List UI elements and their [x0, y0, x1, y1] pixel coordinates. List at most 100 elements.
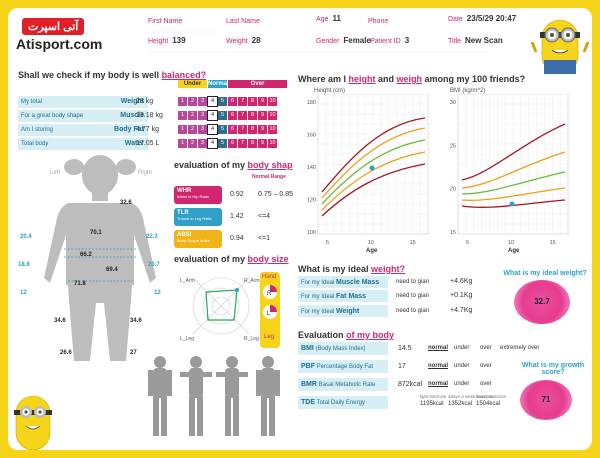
leg-label: Leg	[264, 334, 275, 340]
bmi-chart-ytick: 30	[450, 100, 456, 106]
body-right-arm-value: 22.3	[146, 234, 158, 240]
balance-row-3: Total body Water	[18, 138, 148, 150]
scale-cell: 4	[207, 124, 218, 135]
balance-row-metric: Weight	[120, 98, 144, 105]
scale-cell: 5	[218, 125, 227, 134]
date-value: 23/5/29 20:47	[466, 14, 517, 23]
scale-cell: 3	[198, 125, 207, 134]
body-measure-lines	[64, 248, 136, 282]
balance-row-metric: Muscle	[120, 112, 144, 119]
body-silhouette-icon	[44, 155, 156, 361]
eval-status-s1: normal	[428, 363, 449, 369]
body-shape-title: evaluation of my body shap	[174, 160, 293, 170]
patient-id-value: 3	[404, 36, 410, 45]
age-label: Age	[316, 16, 329, 23]
height-chart-percentile-line	[321, 163, 426, 217]
date-label: Date	[448, 16, 463, 23]
ratio-code: TLR	[177, 210, 189, 216]
body-hip-value: 71.8	[74, 281, 86, 287]
balance-row-label: For a great body shape	[21, 113, 84, 119]
bmi-chart-percentile-line	[461, 171, 566, 195]
height-chart-xlabel: Age	[366, 248, 378, 254]
eval-row-1: PBF Percentage Body Fat	[298, 360, 388, 373]
scale-cell: 1	[178, 125, 187, 134]
scale-cell: 7	[238, 111, 247, 120]
balance-scale: 1 2 3 4 5 6 7 8 9 10	[178, 110, 277, 121]
growth-score-blob: 71	[520, 380, 572, 420]
svg-text:R: R	[267, 291, 272, 297]
eval-metric: PBF	[301, 363, 315, 370]
bmi-chart-ytick: 15	[450, 230, 456, 236]
body-left-forearm-value: 18.8	[18, 262, 30, 268]
eval-metric: BMI	[301, 345, 314, 352]
eval-row-2: BMR Basal Metabolic Rate	[298, 378, 388, 391]
scale-cell: 5	[218, 97, 227, 106]
balance-row-0: My total Weight	[18, 96, 148, 108]
eval-value: 17	[398, 363, 406, 370]
minion-mascot-icon	[530, 19, 590, 74]
scale-cell: 3	[198, 111, 207, 120]
scale-cell: 9	[258, 97, 267, 106]
scale-cell: 7	[238, 139, 247, 148]
ratio-value: 0.92	[230, 191, 244, 198]
body-left-arm-value: 20.4	[20, 234, 32, 240]
scale-cell: 8	[248, 139, 257, 148]
ratio-code: ABSI	[177, 232, 192, 238]
body-right-calf-value: 27	[130, 350, 137, 356]
balance-scale: 1 2 3 4 5 6 7 8 9 10	[178, 138, 277, 149]
tde-value: 1504kcal	[476, 401, 501, 407]
ideal-row-value: +4.6Kg	[450, 278, 473, 285]
radar-r-arm-label: R_Arm	[244, 278, 260, 284]
scale-cell: 2	[188, 125, 197, 134]
scale-cell: 4	[207, 138, 218, 149]
scale-cell: 3	[198, 97, 207, 106]
bmi-chart-xtick: 15	[550, 240, 556, 246]
scale-cell: 8	[248, 97, 257, 106]
ideal-row-value: +4.7Kg	[450, 307, 473, 314]
height-chart-ytick: 100	[307, 230, 316, 236]
scale-cell: 7	[238, 97, 247, 106]
scale-cell: 10	[268, 139, 277, 148]
ideal-row-1: For my Ideal Fat Mass	[298, 290, 388, 302]
brand-logo-arabic: آتی اسپرت	[22, 18, 85, 35]
ratio-range: <=1	[258, 235, 271, 242]
height-chart-ylabel: Height (cm)	[314, 88, 346, 94]
scale-cell: 2	[188, 97, 197, 106]
balance-row-label: Total body	[21, 141, 49, 147]
bmi-chart-percentile-line	[461, 123, 566, 181]
eval-status-s2: under	[454, 381, 470, 387]
body-left-thigh-value: 34.6	[54, 318, 66, 324]
hand-pie-icon: R	[263, 285, 277, 299]
growth-charts: 180 160 140 120 100 5 10 15 30 25 20 15 5 10 15	[307, 94, 569, 246]
height-chart-xtick: 10	[368, 240, 374, 246]
weight-value: 28	[251, 36, 261, 45]
shape-ratio-1: TLR Trunck to Leg Ratio	[174, 208, 222, 226]
scale-cell: 7	[238, 125, 247, 134]
friends-title: Where am I height and weigh among my 100…	[298, 74, 526, 84]
normal-range-label: Normal Range	[252, 174, 286, 180]
ratio-value: 0.94	[230, 235, 244, 242]
balanced-title: Shall we check if my body is well balanc…	[18, 70, 207, 80]
scale-cell: 5	[218, 111, 227, 120]
scale-cell: 6	[228, 125, 237, 134]
eval-row-3: TDE Total Daily Energy	[298, 396, 388, 409]
shape-ratio-2: ABSI Body Shape Index	[174, 230, 222, 248]
ideal-row-label: For my Ideal	[301, 280, 337, 286]
balance-row-value: 13.18 kg	[136, 112, 163, 119]
bmi-chart-xtick: 10	[508, 240, 514, 246]
bmi-chart-xtick: 5	[466, 240, 469, 246]
balance-row-metric: Water	[124, 140, 144, 147]
svg-text:L: L	[267, 311, 271, 317]
radar-r-leg-label: R_Leg	[244, 336, 259, 342]
eval-value: 872kcal	[398, 381, 423, 388]
body-chest-value: 70.1	[90, 230, 102, 236]
ideal-row-label: For my Ideal	[301, 309, 337, 315]
eval-row-0: BMI (Body Mass Index)	[298, 342, 388, 355]
scale-cell: 1	[178, 97, 187, 106]
eval-sub: Total Daily Energy	[316, 400, 365, 406]
bmi-chart-ytick: 25	[450, 143, 456, 149]
title-value: New Scan	[464, 36, 503, 45]
eval-status-s3: over	[480, 381, 492, 387]
ratio-sub: Body Shape Index	[177, 238, 210, 243]
ideal-row-2: For my Ideal Weight	[298, 305, 388, 317]
